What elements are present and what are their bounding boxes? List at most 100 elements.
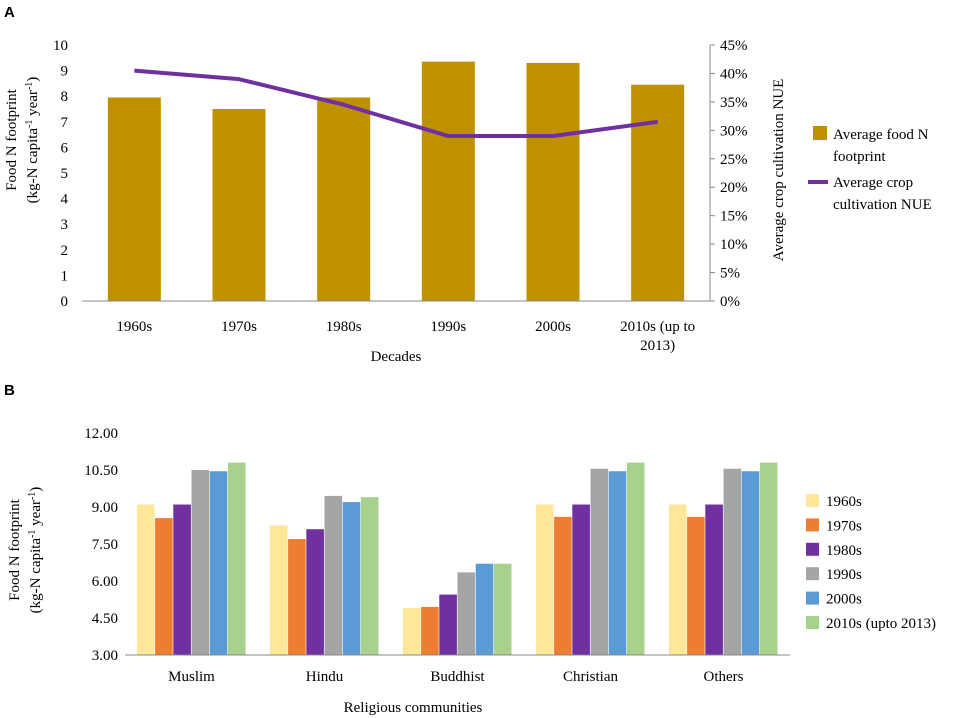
legend-label-1980s: 1980s [826,543,862,559]
bar-muslim-1970s [155,518,173,655]
bar-hindu-1990s [324,495,343,655]
y-tick-label: 10.50 [84,463,118,479]
chart-a-x-axis-title: Decades [371,349,422,365]
legend-label-1970s: 1970s [826,518,862,534]
bar-others-1960s [668,504,687,655]
y2-tick-label: 10% [720,237,748,253]
bar-buddhist-2010s-upto-2013 [493,563,512,655]
bar-others-2010s-upto-2013 [759,462,778,655]
x-tick-label-muslim: Muslim [168,669,215,685]
y-tick-label: 9.00 [92,500,118,516]
chart-a-y-axis-title-line1: Food N footprint [4,88,20,191]
x-tick-label-2010s-up-to-2013: 2010s (up to [620,319,695,335]
x-tick-label-1990s: 1990s [430,319,466,335]
bar-christian-2000s [608,471,627,655]
legend-label-food-n-footprint-line2: footprint [833,149,886,165]
chart-a-y-axis-title-line2: (kg-N capita-1 year-1) [24,77,41,204]
bar-christian-2010s-upto-2013 [626,462,645,655]
legend-swatch-food-n-footprint [813,126,827,140]
y-tick-label: 12.00 [84,426,118,442]
chart-a-y-ticks: 0 1 2 3 4 5 6 7 8 9 10 [53,38,69,310]
bar-muslim-2000s [209,471,228,655]
legend-label-2000s: 2000s [826,592,862,608]
legend-swatch-1960s [806,494,819,507]
x-tick-label-1970s: 1970s [221,319,257,335]
y-tick-label: 3 [61,217,69,233]
x-tick-label-1980s: 1980s [326,319,362,335]
bar-food-n-1960s [107,97,161,301]
x-tick-label-1960s: 1960s [116,319,152,335]
bar-buddhist-1980s [439,594,457,655]
bar-christian-1960s [535,504,554,655]
bar-others-1980s [705,504,723,655]
chart-a-legend: Average food N footprint Average crop cu… [808,126,932,213]
legend-label-food-n-footprint-line1: Average food N [833,127,929,143]
y-tick-label: 7 [61,115,69,131]
y2-tick-label: 15% [720,209,748,225]
bar-buddhist-1970s [421,606,439,655]
bar-hindu-1960s [269,525,288,655]
y2-tick-label: 40% [720,66,748,82]
legend-swatch-1970s [806,518,819,532]
legend-label-2010s-upto-2013: 2010s (upto 2013) [826,616,936,632]
y2-tick-label: 25% [720,152,748,168]
legend-swatch-1990s [806,567,819,581]
chart-a-bars [107,61,685,302]
chart-a-nue-line [134,68,658,139]
x-tick-label-hindu: Hindu [306,669,344,685]
y-tick-label: 1 [61,268,69,284]
legend-label-crop-nue-line2: cultivation NUE [833,197,932,213]
panel-label-a: A [4,4,15,21]
chart-b: 3.00 4.50 6.00 7.50 9.00 10.50 12.00 Muslim Hin… [7,426,936,716]
bar-christian-1970s [554,516,572,655]
chart-b-x-tick-labels: Muslim Hindu Buddhist Christian Others [168,669,743,685]
y-tick-label: 10 [53,38,68,54]
chart-b-y-axis-title-line2: (kg-N capita-1 year-1) [27,487,44,614]
legend-swatch-2000s [806,591,819,605]
y-tick-label: 4.50 [92,611,118,627]
legend-swatch-1980s [806,542,819,556]
bar-others-2000s [741,471,760,655]
x-tick-label-others: Others [704,669,744,685]
bar-hindu-1970s [288,539,306,655]
chart-a-y2-ticks: 0% 5% 10% 15% 20% 25% 30% 35% 40% 45% [710,38,748,310]
legend-label-1990s: 1990s [826,567,862,583]
bar-hindu-2000s [342,502,361,655]
y2-tick-label: 35% [720,95,748,111]
panel-label-b: B [4,382,15,399]
legend-label-1960s: 1960s [826,494,862,510]
y-tick-label: 2 [61,243,69,259]
x-tick-label-2010s-up-to-2013: 2013) [640,338,675,354]
y-tick-label: 0 [61,294,69,310]
chart-b-y-ticks: 3.00 4.50 6.00 7.50 9.00 10.50 12.00 [84,426,118,664]
chart-a: 0 1 2 3 4 5 6 7 8 9 10 0% 5% 10% 15% 20% 25% 30% 35% 40% 45… [4,38,932,365]
bar-others-1990s [723,468,742,655]
bar-food-n-2010s-up-to-2013 [631,84,685,302]
y2-tick-label: 45% [720,38,748,54]
bar-christian-1990s [590,468,609,655]
y-tick-label: 8 [61,89,69,105]
y2-tick-label: 20% [720,180,748,196]
chart-a-y2-axis-title: Average crop cultivation NUE [771,79,787,262]
y2-tick-label: 0% [720,294,740,310]
y2-tick-label: 30% [720,123,748,139]
bar-food-n-1990s [421,61,475,301]
x-tick-label-buddhist: Buddhist [430,669,485,685]
bar-others-1970s [687,516,705,655]
chart-b-legend: 1960s 1970s 1980s 1990s 2000s 2010s (upto 201… [806,494,936,632]
bar-food-n-2000s [526,62,580,301]
bar-buddhist-2000s [475,563,494,655]
y2-tick-label: 5% [720,266,740,282]
legend-swatch-2010s-upto-2013 [806,616,819,629]
y-tick-label: 6 [61,140,69,156]
y-tick-label: 3.00 [92,648,118,664]
chart-a-x-tick-labels: 1960s 1970s 1980s 1990s 2000s 2010s (up to 201… [116,319,695,354]
bar-hindu-2010s-upto-2013 [360,497,379,655]
legend-label-crop-nue-line1: Average crop [833,175,913,191]
bar-buddhist-1990s [457,572,476,655]
bar-buddhist-1960s [402,608,421,655]
bar-food-n-1980s [317,97,371,301]
bar-food-n-1970s [212,109,266,301]
y-tick-label: 7.50 [92,537,118,553]
